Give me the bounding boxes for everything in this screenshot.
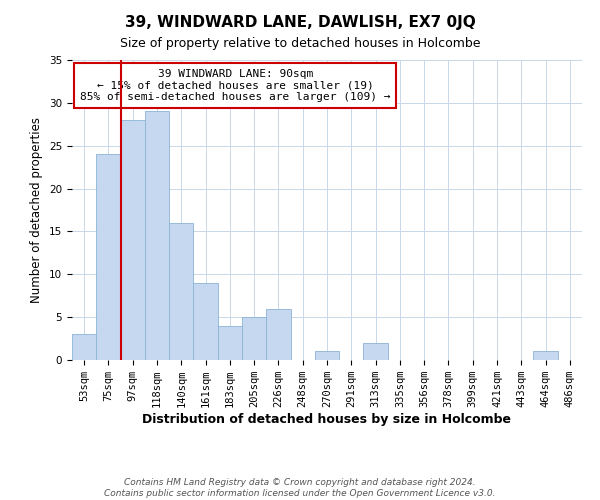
Bar (315, 352, 339, 360)
Bar (364, 343, 388, 360)
Y-axis label: Number of detached properties: Number of detached properties (31, 117, 43, 303)
Bar (242, 317, 266, 360)
Bar (145, 112, 169, 360)
Bar (96, 154, 121, 360)
Bar (533, 352, 558, 360)
Text: Contains HM Land Registry data © Crown copyright and database right 2024.
Contai: Contains HM Land Registry data © Crown c… (104, 478, 496, 498)
Bar (218, 326, 242, 360)
Text: Size of property relative to detached houses in Holcombe: Size of property relative to detached ho… (120, 38, 480, 51)
Bar (121, 120, 145, 360)
Bar (169, 223, 193, 360)
Text: 39, WINDWARD LANE, DAWLISH, EX7 0JQ: 39, WINDWARD LANE, DAWLISH, EX7 0JQ (125, 15, 475, 30)
Text: 39 WINDWARD LANE: 90sqm
← 15% of detached houses are smaller (19)
85% of semi-de: 39 WINDWARD LANE: 90sqm ← 15% of detache… (80, 69, 391, 102)
Bar (72, 334, 96, 360)
X-axis label: Distribution of detached houses by size in Holcombe: Distribution of detached houses by size … (143, 413, 511, 426)
Bar (266, 308, 290, 360)
Bar (193, 283, 218, 360)
